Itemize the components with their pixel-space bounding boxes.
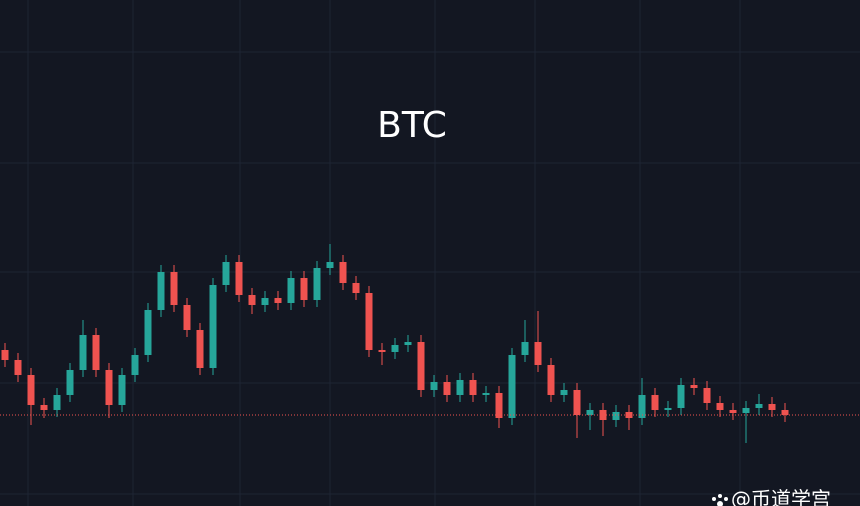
candle-body [365, 293, 373, 350]
candle-body [677, 385, 685, 408]
candle-body [144, 310, 152, 355]
candle-body [183, 305, 191, 330]
candle-body [534, 342, 542, 365]
candle-body [378, 350, 386, 352]
candle-body [742, 408, 750, 413]
candle-body [612, 412, 620, 420]
candle-body [105, 370, 113, 405]
candle-body [235, 262, 243, 295]
candle-body [196, 330, 204, 368]
candle-body [326, 262, 334, 268]
icon-dot [718, 494, 722, 498]
candle-body [521, 342, 529, 355]
candle-body [248, 295, 256, 305]
candle-body [66, 370, 74, 395]
candle-body [79, 335, 87, 370]
candle-body [781, 410, 789, 415]
candle-body [118, 375, 126, 405]
candle-body [1, 350, 9, 360]
candle-body [729, 410, 737, 413]
candle-body [638, 395, 646, 418]
candle-body [716, 403, 724, 410]
candle-body [261, 298, 269, 305]
candle-body [703, 388, 711, 403]
candle-body [170, 272, 178, 305]
candle-body [40, 405, 48, 410]
candle-body [14, 360, 22, 375]
candle-body [209, 285, 217, 368]
watermark-icon [712, 494, 728, 506]
candle-body [287, 278, 295, 303]
candle-body [339, 262, 347, 283]
watermark: @币道学宫 [731, 487, 831, 506]
candle-body [430, 382, 438, 390]
candle-body [664, 408, 672, 410]
candle-body [547, 365, 555, 395]
candle-body [404, 342, 412, 345]
candle-body [508, 355, 516, 418]
candle-body [157, 272, 165, 310]
candle-body [352, 283, 360, 293]
candle-body [443, 382, 451, 395]
candle-body [456, 380, 464, 395]
candle-body [560, 390, 568, 395]
candle-body [27, 375, 35, 405]
candle-body [651, 395, 659, 410]
candle-body [469, 380, 477, 395]
candle-body [690, 385, 698, 388]
icon-dot [717, 501, 723, 506]
candle-body [755, 404, 763, 408]
candle-body [92, 335, 100, 370]
candle-body [482, 393, 490, 395]
candle-body [274, 298, 282, 303]
candle-body [495, 393, 503, 418]
candle-body [417, 342, 425, 390]
candle-body [586, 410, 594, 415]
candle-body [391, 345, 399, 352]
candle-body [53, 395, 61, 410]
candle-body [768, 404, 776, 410]
candle-body [625, 412, 633, 418]
candle-body [300, 278, 308, 300]
candle-body [313, 268, 321, 300]
candle-body [573, 390, 581, 415]
chart-title: BTC [377, 105, 447, 146]
candle-body [131, 355, 139, 375]
candle-body [222, 262, 230, 285]
icon-dot [712, 497, 716, 501]
icon-dot [724, 497, 728, 501]
